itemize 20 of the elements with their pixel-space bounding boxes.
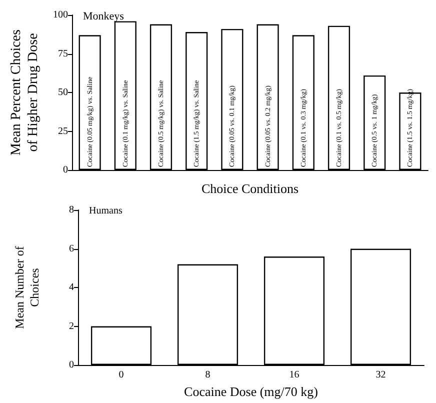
x-tick-label: 0 <box>118 370 124 380</box>
x-axis-title: Choice Conditions <box>201 181 299 196</box>
y-tick-label: 6 <box>69 243 74 254</box>
y-axis-title: Mean Percent Choices of Higher Drug Dose <box>9 30 41 156</box>
chart-title: Humans <box>89 206 122 216</box>
y-tick-label: 4 <box>69 282 74 293</box>
y-tick-label: 2 <box>69 320 74 332</box>
y-tick-label: 50 <box>58 87 68 98</box>
chart-title: Monkeys <box>83 10 124 22</box>
x-tick-label: 16 <box>289 370 300 380</box>
y-tick-label: 0 <box>63 164 68 176</box>
x-axis-title: Cocaine Dose (mg/70 kg) <box>184 384 318 399</box>
y-tick-label: 100 <box>53 10 68 20</box>
y-tick-label: 75 <box>58 48 68 60</box>
y-tick-label: 8 <box>69 204 74 216</box>
y-tick-label: 0 <box>69 360 74 370</box>
y-axis-title: Mean Number of Choices <box>12 246 42 329</box>
x-tick-label: 32 <box>376 370 386 380</box>
y-tick-label: 25 <box>58 126 68 137</box>
x-tick-label: 8 <box>205 370 210 380</box>
